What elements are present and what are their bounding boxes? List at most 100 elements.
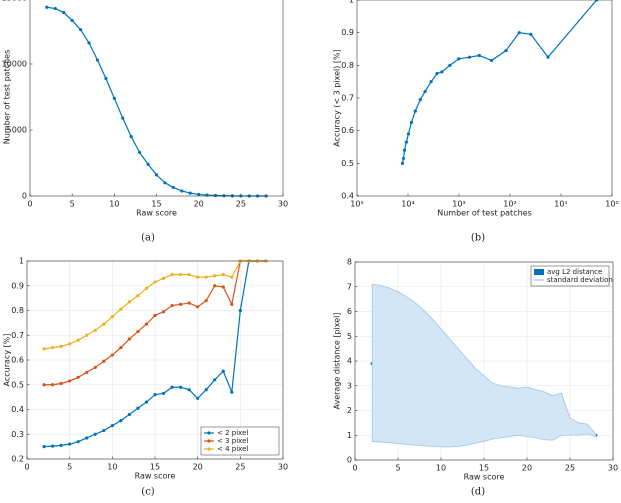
point bbox=[221, 285, 225, 289]
x-axis-label: Raw score bbox=[135, 472, 176, 481]
point bbox=[146, 162, 150, 166]
legend-label: < 3 pixel bbox=[217, 437, 248, 445]
y-axis-label: Accuracy (< 3 pixel) [%] bbox=[333, 49, 342, 147]
x-tick-label: 10 bbox=[436, 464, 446, 473]
y-tick-label: 0.8 bbox=[341, 61, 354, 70]
point bbox=[129, 135, 133, 139]
point bbox=[196, 305, 200, 309]
point bbox=[127, 412, 131, 417]
point bbox=[171, 185, 175, 190]
x-tick-label: 25 bbox=[235, 463, 245, 472]
legend-label: avg L2 distance bbox=[547, 268, 602, 276]
point bbox=[423, 89, 427, 94]
point bbox=[204, 388, 208, 392]
point bbox=[154, 173, 159, 177]
legend-marker bbox=[207, 431, 211, 435]
point bbox=[127, 300, 131, 304]
point bbox=[187, 273, 191, 277]
point bbox=[409, 120, 413, 125]
point bbox=[51, 444, 55, 448]
point bbox=[70, 18, 74, 23]
point bbox=[85, 370, 89, 374]
point bbox=[230, 302, 234, 306]
point bbox=[467, 55, 472, 59]
y-tick-label: 0.4 bbox=[341, 192, 354, 201]
y-tick-label: 2 bbox=[347, 406, 352, 415]
y-tick-label: 3 bbox=[347, 381, 352, 390]
y-tick-label: 0.9 bbox=[341, 28, 354, 37]
point bbox=[187, 301, 191, 305]
point bbox=[204, 299, 208, 303]
point bbox=[42, 347, 46, 351]
y-tick-label: 1 bbox=[19, 257, 24, 266]
point bbox=[401, 156, 406, 161]
point bbox=[110, 353, 114, 357]
x-tick-label: 5 bbox=[70, 200, 75, 209]
point bbox=[196, 396, 200, 400]
line bbox=[46, 6, 267, 197]
point bbox=[170, 303, 174, 308]
x-tick-label: 5 bbox=[395, 464, 400, 473]
x-tick-label: 20 bbox=[193, 463, 203, 472]
axes-frame bbox=[354, 261, 614, 461]
point bbox=[119, 346, 123, 350]
legend-marker bbox=[207, 439, 211, 443]
legend-label: standard deviation bbox=[547, 276, 613, 284]
subplot: 0 5 10 15 20 25 30 0.2 0.3 0.4 0.5 0.6 0.7 0.8 0.9 1 Raw… bbox=[3, 257, 289, 498]
point bbox=[448, 63, 452, 67]
point bbox=[59, 381, 63, 386]
point bbox=[440, 70, 444, 74]
point bbox=[179, 302, 183, 306]
x-axis-label: Number of test patches bbox=[437, 209, 532, 218]
x-tick-label: 10 bbox=[109, 200, 119, 209]
axes-frame bbox=[29, 0, 284, 197]
y-tick-label: 5 bbox=[347, 332, 352, 341]
y-tick-label: 5000 bbox=[7, 126, 27, 135]
point bbox=[68, 342, 72, 346]
x-tick-label: 15 bbox=[151, 200, 161, 209]
caption: (a) bbox=[141, 233, 155, 244]
point bbox=[87, 41, 91, 45]
y-tick-label: 0.3 bbox=[11, 430, 24, 439]
std-band bbox=[371, 283, 597, 448]
point bbox=[204, 275, 208, 279]
point bbox=[595, 0, 599, 2]
point bbox=[104, 76, 108, 81]
y-tick-label: 0.6 bbox=[11, 356, 24, 365]
point bbox=[170, 385, 174, 389]
caption: (b) bbox=[471, 233, 485, 244]
legend-box bbox=[530, 265, 610, 287]
point bbox=[85, 333, 89, 337]
point bbox=[119, 419, 123, 423]
point bbox=[144, 286, 149, 290]
y-tick-label: 8 bbox=[347, 258, 352, 267]
point bbox=[230, 390, 234, 394]
point bbox=[153, 280, 157, 284]
point bbox=[435, 71, 439, 76]
point bbox=[79, 28, 83, 32]
x-axis-label: Raw score bbox=[464, 473, 505, 482]
subplot: 0 5 10 15 20 25 30 0 1 2 3 4 5 6 7 8 Raw score Average di… bbox=[333, 258, 619, 498]
x-tick-label: 15 bbox=[150, 463, 160, 472]
point bbox=[489, 58, 494, 63]
point bbox=[163, 181, 167, 185]
y-tick-label: 0.6 bbox=[341, 126, 354, 135]
point bbox=[406, 132, 411, 136]
x-tick-label: 10⁴ bbox=[401, 200, 414, 209]
x-tick-label: 30 bbox=[278, 463, 288, 472]
point bbox=[161, 391, 166, 396]
point bbox=[110, 315, 114, 319]
point bbox=[59, 443, 63, 447]
x-axis-label: Raw score bbox=[136, 209, 177, 218]
point bbox=[102, 428, 106, 433]
point bbox=[45, 5, 49, 9]
point bbox=[119, 307, 123, 311]
legend: < 2 pixel< 3 pixel< 4 pixel bbox=[200, 426, 280, 456]
y-tick-label: 0.7 bbox=[11, 331, 24, 340]
subplot: 10⁵ 10⁴ 10³ 10² 10¹ 10⁰ 0.4 0.5 0.6 0.7 0.8 0.9 1 Num… bbox=[333, 0, 619, 244]
point bbox=[179, 385, 183, 389]
point bbox=[93, 432, 97, 436]
x-tick-label: 10² bbox=[503, 200, 516, 209]
point bbox=[161, 276, 166, 280]
